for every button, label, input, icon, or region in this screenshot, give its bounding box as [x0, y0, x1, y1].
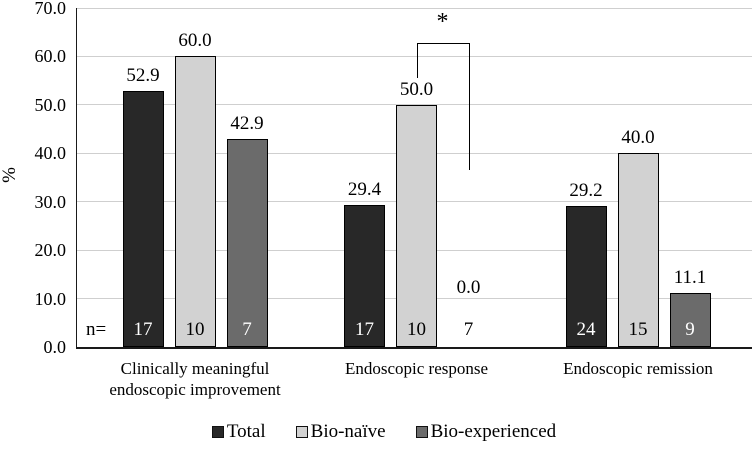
bar-bio-na-ve [174, 56, 216, 347]
sig-bracket-arm-left [416, 42, 418, 79]
bar-n-label: 9 [685, 319, 695, 340]
category-label: Endoscopic remission [563, 359, 713, 378]
y-tick-label: 50.0 [34, 94, 67, 115]
legend: Total Bio-naïve Bio-experienced [0, 421, 752, 443]
bar-total [565, 205, 607, 347]
gridline [77, 7, 752, 9]
y-tick-label: 20.0 [34, 240, 67, 261]
bar-value-label: 29.2 [569, 179, 603, 201]
x-axis-line [75, 346, 752, 349]
bar-value-label: 40.0 [621, 127, 655, 149]
bar-value-label: 0.0 [456, 277, 481, 298]
bar-n-label: 24 [576, 319, 596, 340]
sig-bracket-arm-right [468, 42, 470, 171]
n-equals-label: n= [86, 319, 107, 340]
legend-label: Bio-naïve [310, 421, 386, 442]
bar-value-label: 29.4 [347, 178, 382, 200]
bar-bio-na-ve [617, 153, 659, 347]
y-tick-label: 70.0 [34, 0, 67, 18]
legend-swatch-icon [211, 426, 224, 438]
gridline [77, 55, 752, 57]
y-tick-label: 40.0 [34, 143, 67, 164]
bar-n-label: 7 [242, 319, 252, 340]
bar-n-label: 17 [133, 319, 153, 340]
bar-n-label: 10 [185, 319, 205, 340]
bar-total [122, 90, 164, 347]
y-tick-label: 10.0 [34, 288, 67, 309]
bar-value-label: 42.9 [230, 113, 264, 135]
legend-swatch-icon [295, 426, 308, 438]
bar-value-label: 11.1 [673, 267, 707, 289]
bar-n-label: 7 [463, 319, 474, 340]
y-tick-label: 0.0 [43, 337, 67, 357]
bar-bio-experienced [669, 293, 711, 347]
plot-area: % 0.0 10.0 20.0 30.0 40.0 50.0 60.0 70.0 n= 52.9 1… [0, 0, 752, 399]
legend-label: Total [226, 421, 266, 442]
legend-label: Bio-experienced [430, 421, 557, 442]
bar-n-label: 10 [407, 319, 426, 340]
legend-item-total: Total [211, 421, 266, 443]
bar-total [344, 204, 385, 347]
bar-bio-experienced [226, 139, 268, 347]
sig-bracket-top [416, 42, 470, 45]
y-tick-label: 30.0 [34, 191, 67, 212]
sig-asterisk: * [436, 9, 449, 35]
bar-value-label: 50.0 [399, 78, 434, 100]
bar-n-label: 15 [628, 319, 648, 340]
bar-bio-na-ve [396, 104, 437, 347]
bar-value-label: 52.9 [126, 64, 160, 86]
y-tick-label: 60.0 [34, 46, 67, 67]
category-label: Clinically meaningful endoscopic improve… [109, 359, 281, 399]
legend-item-bio-experienced: Bio-experienced [415, 421, 557, 443]
bar-value-label: 60.0 [178, 30, 212, 52]
legend-item-bio-na-ve: Bio-naïve [295, 421, 386, 443]
legend-swatch-icon [415, 426, 428, 438]
category-label: Endoscopic response [344, 359, 489, 378]
y-axis-line [75, 8, 77, 347]
bar-n-label: 17 [355, 319, 374, 340]
